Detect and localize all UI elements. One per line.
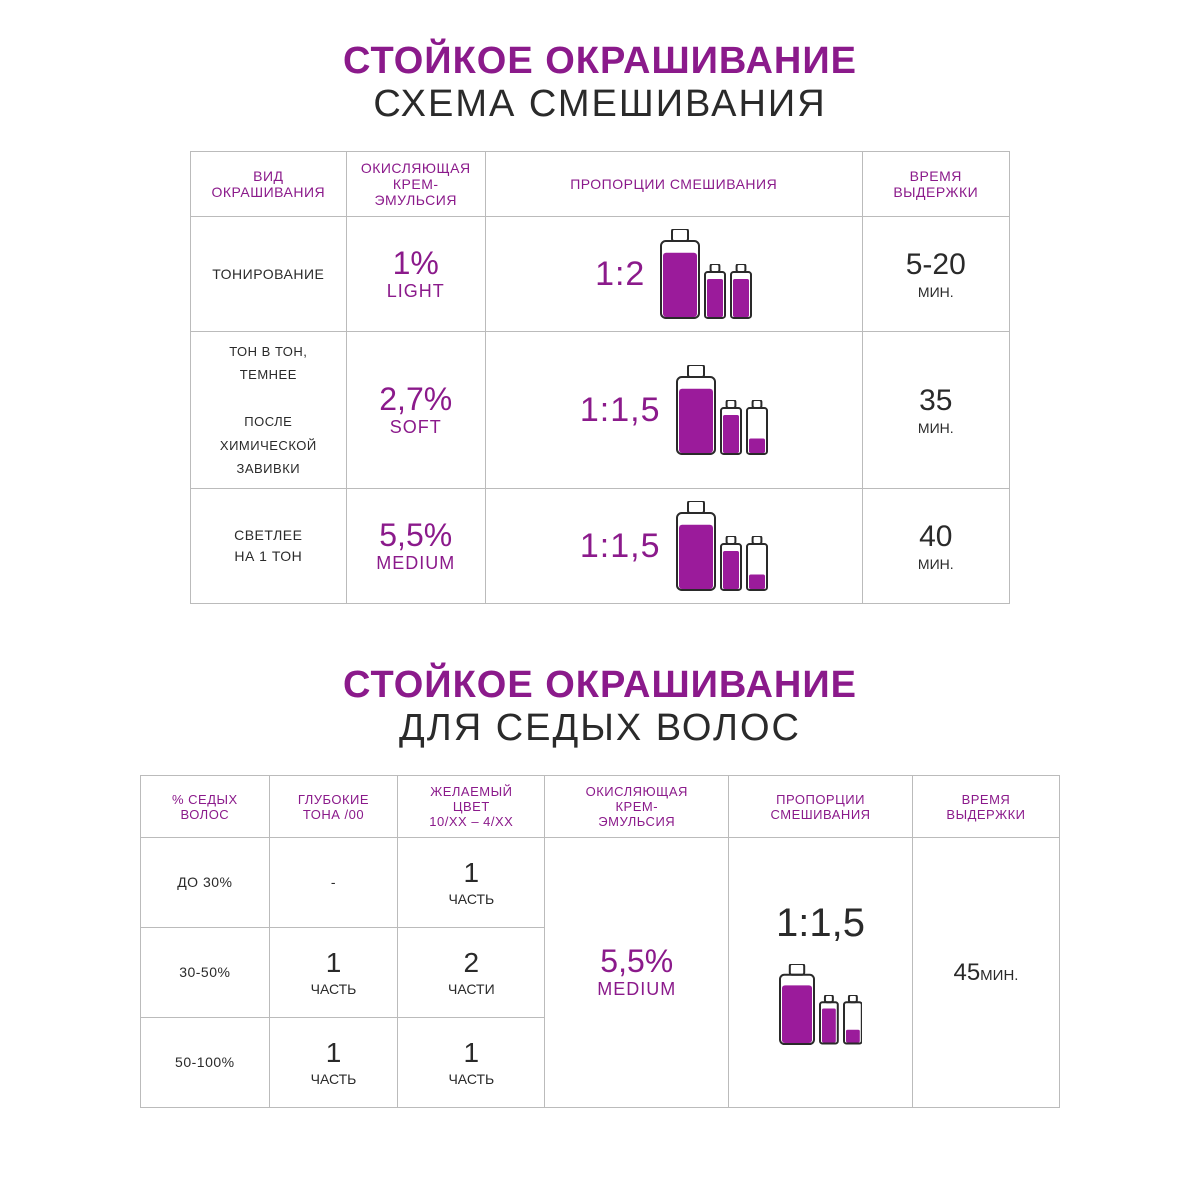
deep-tone-cell: 1ЧАСТЬ — [269, 1018, 398, 1108]
emulsion-cell: 2,7%SOFT — [346, 332, 485, 489]
table-header: ПРОПОРЦИИ СМЕШИВАНИЯ — [729, 776, 913, 838]
bottles-icon — [676, 365, 768, 455]
proportion-cell: 1:2 — [485, 217, 862, 332]
bottles-icon — [779, 964, 863, 1045]
table-header: ВИД ОКРАШИВАНИЯ — [191, 152, 347, 217]
desired-color-cell: 1ЧАСТЬ — [398, 838, 545, 928]
table-header: ОКИСЛЯЮЩАЯ КРЕМ- ЭМУЛЬСИЯ — [545, 776, 729, 838]
time-cell: 35МИН. — [862, 332, 1009, 489]
table-row: ДО 30%-1ЧАСТЬ5,5%MEDIUM1:1,5 45МИН. — [141, 838, 1060, 928]
bottles-icon — [676, 501, 768, 591]
gray-percent-cell: 50-100% — [141, 1018, 270, 1108]
deep-tone-cell: - — [269, 838, 398, 928]
time-cell: 40МИН. — [862, 489, 1009, 604]
bottles-icon — [660, 229, 752, 319]
table-header: ВРЕМЯ ВЫДЕРЖКИ — [912, 776, 1059, 838]
table-row: ТОНИРОВАНИЕ1%LIGHT1:2 5-20МИН. — [191, 217, 1010, 332]
emulsion-merged-cell: 5,5%MEDIUM — [545, 838, 729, 1108]
coloring-type-cell: СВЕТЛЕЕ НА 1 ТОН — [191, 489, 347, 604]
deep-tone-cell: 1ЧАСТЬ — [269, 928, 398, 1018]
table-header: ОКИСЛЯЮЩАЯ КРЕМ- ЭМУЛЬСИЯ — [346, 152, 485, 217]
mixing-table: ВИД ОКРАШИВАНИЯОКИСЛЯЮЩАЯ КРЕМ- ЭМУЛЬСИЯ… — [190, 151, 1010, 604]
section2-title1: СТОЙКОЕ ОКРАШИВАНИЕ — [100, 664, 1100, 707]
table-header: % СЕДЫХ ВОЛОС — [141, 776, 270, 838]
emulsion-cell: 5,5%MEDIUM — [346, 489, 485, 604]
desired-color-cell: 1ЧАСТЬ — [398, 1018, 545, 1108]
table-header: ВРЕМЯ ВЫДЕРЖКИ — [862, 152, 1009, 217]
table-header: ПРОПОРЦИИ СМЕШИВАНИЯ — [485, 152, 862, 217]
gray-hair-section: СТОЙКОЕ ОКРАШИВАНИЕ ДЛЯ СЕДЫХ ВОЛОС % СЕ… — [100, 664, 1100, 1108]
time-cell: 5-20МИН. — [862, 217, 1009, 332]
mixing-scheme-section: СТОЙКОЕ ОКРАШИВАНИЕ СХЕМА СМЕШИВАНИЯ ВИД… — [100, 40, 1100, 604]
proportion-cell: 1:1,5 — [485, 332, 862, 489]
coloring-type-cell: ТОН В ТОН, ТЕМНЕЕ ПОСЛЕ ХИМИЧЕСКОЙ ЗАВИВ… — [191, 332, 347, 489]
section1-title1: СТОЙКОЕ ОКРАШИВАНИЕ — [100, 40, 1100, 83]
table-header: ГЛУБОКИЕ ТОНА /00 — [269, 776, 398, 838]
table-row: СВЕТЛЕЕ НА 1 ТОН5,5%MEDIUM1:1,5 40МИН. — [191, 489, 1010, 604]
gray-percent-cell: ДО 30% — [141, 838, 270, 928]
table-header: ЖЕЛАЕМЫЙ ЦВЕТ 10/XX – 4/XX — [398, 776, 545, 838]
section1-title2: СХЕМА СМЕШИВАНИЯ — [100, 83, 1100, 126]
gray-percent-cell: 30-50% — [141, 928, 270, 1018]
table-row: ТОН В ТОН, ТЕМНЕЕ ПОСЛЕ ХИМИЧЕСКОЙ ЗАВИВ… — [191, 332, 1010, 489]
gray-hair-table: % СЕДЫХ ВОЛОСГЛУБОКИЕ ТОНА /00ЖЕЛАЕМЫЙ Ц… — [140, 775, 1060, 1108]
proportion-cell: 1:1,5 — [485, 489, 862, 604]
proportion-merged-cell: 1:1,5 — [729, 838, 913, 1108]
coloring-type-cell: ТОНИРОВАНИЕ — [191, 217, 347, 332]
time-merged-cell: 45МИН. — [912, 838, 1059, 1108]
section2-title2: ДЛЯ СЕДЫХ ВОЛОС — [100, 707, 1100, 750]
desired-color-cell: 2ЧАСТИ — [398, 928, 545, 1018]
emulsion-cell: 1%LIGHT — [346, 217, 485, 332]
